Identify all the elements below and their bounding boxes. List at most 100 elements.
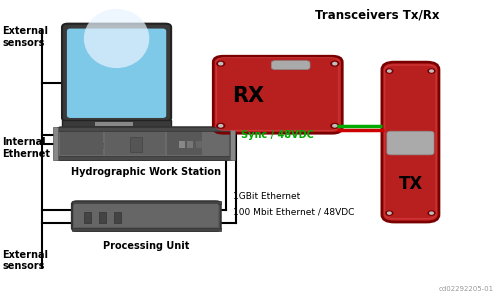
Bar: [117, 148, 121, 149]
Bar: [105, 132, 165, 155]
Bar: [230, 127, 235, 160]
Bar: [138, 143, 142, 145]
Text: 1GBit Ethernet: 1GBit Ethernet: [233, 192, 301, 201]
Bar: [72, 228, 221, 231]
Bar: [95, 122, 133, 126]
Text: External
sensors: External sensors: [2, 26, 49, 48]
Bar: [73, 143, 77, 145]
Bar: [95, 143, 99, 145]
Bar: [84, 146, 88, 147]
Bar: [167, 132, 202, 155]
Circle shape: [331, 61, 339, 66]
Text: RX: RX: [232, 86, 264, 106]
Text: Processing Unit: Processing Unit: [103, 241, 189, 251]
Bar: [73, 146, 77, 147]
Bar: [127, 146, 131, 147]
Bar: [78, 146, 82, 147]
Bar: [138, 146, 142, 147]
FancyBboxPatch shape: [217, 58, 339, 130]
Bar: [111, 148, 115, 149]
FancyBboxPatch shape: [382, 62, 439, 222]
Bar: [187, 141, 193, 148]
Bar: [133, 148, 137, 149]
Bar: [122, 143, 126, 145]
Circle shape: [217, 123, 225, 128]
Circle shape: [386, 211, 393, 215]
Bar: [72, 201, 221, 204]
Bar: [127, 148, 131, 149]
Circle shape: [388, 212, 391, 214]
Circle shape: [430, 212, 434, 214]
FancyBboxPatch shape: [385, 65, 436, 218]
Bar: [111, 146, 115, 147]
Circle shape: [386, 69, 393, 73]
Bar: [133, 143, 137, 145]
Circle shape: [219, 62, 223, 65]
Bar: [117, 143, 121, 145]
Bar: [100, 146, 104, 147]
Bar: [57, 156, 231, 160]
Circle shape: [428, 211, 435, 215]
Bar: [95, 148, 99, 149]
Text: cd02292205-01: cd02292205-01: [438, 286, 494, 292]
Circle shape: [430, 70, 434, 72]
Bar: [122, 146, 126, 147]
FancyBboxPatch shape: [72, 201, 221, 231]
Circle shape: [428, 69, 435, 73]
Bar: [57, 127, 231, 131]
Bar: [196, 141, 202, 148]
Bar: [62, 120, 171, 127]
Bar: [179, 141, 185, 148]
Bar: [99, 212, 106, 223]
Bar: [100, 143, 104, 145]
Bar: [133, 146, 137, 147]
Bar: [89, 143, 93, 145]
FancyBboxPatch shape: [387, 131, 434, 155]
Text: External
sensors: External sensors: [2, 250, 49, 271]
Bar: [78, 148, 82, 149]
Bar: [127, 143, 131, 145]
Bar: [111, 143, 115, 145]
FancyBboxPatch shape: [271, 61, 310, 70]
Bar: [84, 212, 91, 223]
Circle shape: [331, 123, 339, 128]
Bar: [73, 148, 77, 149]
Bar: [78, 143, 82, 145]
Bar: [53, 127, 58, 160]
Bar: [106, 143, 110, 145]
Bar: [117, 146, 121, 147]
Text: Sync / 48VDC: Sync / 48VDC: [241, 130, 313, 140]
Bar: [67, 143, 71, 145]
Bar: [95, 146, 99, 147]
Bar: [84, 148, 88, 149]
Text: 100 Mbit Ethernet / 48VDC: 100 Mbit Ethernet / 48VDC: [233, 207, 355, 216]
Circle shape: [217, 61, 225, 66]
FancyBboxPatch shape: [57, 127, 231, 160]
Bar: [108, 126, 125, 137]
Bar: [106, 148, 110, 149]
FancyBboxPatch shape: [62, 24, 171, 121]
Bar: [89, 148, 93, 149]
Circle shape: [333, 62, 337, 65]
Text: Hydrographic Work Station: Hydrographic Work Station: [71, 167, 221, 177]
Bar: [130, 137, 142, 152]
Bar: [67, 146, 71, 147]
Ellipse shape: [84, 9, 149, 68]
Bar: [60, 132, 103, 155]
Bar: [74, 204, 218, 227]
Bar: [106, 146, 110, 147]
FancyBboxPatch shape: [84, 136, 149, 142]
Circle shape: [219, 125, 223, 127]
Text: TX: TX: [399, 175, 423, 192]
FancyBboxPatch shape: [68, 30, 165, 117]
Circle shape: [388, 70, 391, 72]
Bar: [84, 143, 88, 145]
Bar: [122, 148, 126, 149]
Bar: [114, 212, 121, 223]
FancyBboxPatch shape: [158, 144, 170, 150]
Text: Transceivers Tx/Rx: Transceivers Tx/Rx: [314, 9, 439, 22]
Text: Internal
Ethernet: Internal Ethernet: [2, 137, 51, 159]
Bar: [89, 146, 93, 147]
Bar: [67, 148, 71, 149]
FancyBboxPatch shape: [64, 143, 154, 151]
